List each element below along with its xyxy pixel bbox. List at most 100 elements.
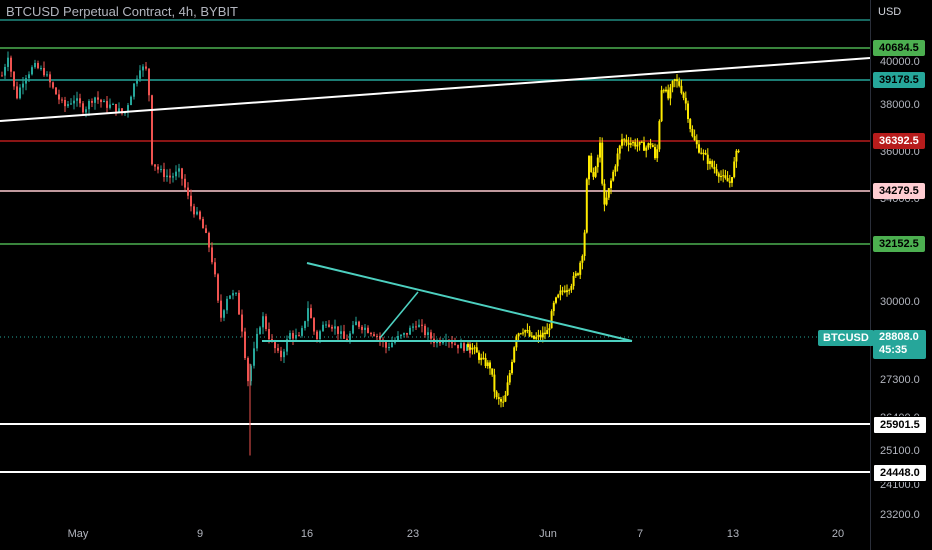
candle xyxy=(265,313,267,332)
candle xyxy=(364,324,366,337)
candle xyxy=(367,325,369,334)
candle xyxy=(22,76,24,95)
candle xyxy=(715,163,718,176)
resistance-trendline[interactable] xyxy=(0,57,871,122)
candle xyxy=(731,177,733,187)
candle xyxy=(181,167,183,186)
candle xyxy=(671,80,674,93)
candle xyxy=(205,224,207,234)
triangle-upper-line[interactable] xyxy=(306,262,633,342)
candle xyxy=(467,342,469,351)
horizontal-levels-layer xyxy=(0,19,870,473)
candle xyxy=(463,341,465,353)
candle xyxy=(133,83,135,100)
candle xyxy=(46,71,48,77)
candle xyxy=(214,258,216,278)
level-tag-2: 36392.5 xyxy=(873,133,925,149)
candle xyxy=(61,97,63,104)
candle xyxy=(603,179,606,212)
candle xyxy=(478,350,480,364)
candle xyxy=(475,342,478,353)
candle xyxy=(337,326,339,340)
candle xyxy=(73,95,75,110)
candle xyxy=(178,163,180,178)
candle xyxy=(358,320,360,330)
candle xyxy=(13,71,15,90)
candle xyxy=(612,169,615,182)
candle xyxy=(229,295,231,300)
candle xyxy=(250,364,252,386)
candle xyxy=(700,147,703,155)
candle xyxy=(539,330,542,342)
candle xyxy=(588,155,590,186)
candle xyxy=(379,332,381,346)
candle xyxy=(445,333,447,346)
candle xyxy=(660,85,663,123)
candle xyxy=(130,95,132,106)
candle xyxy=(328,320,330,328)
candle xyxy=(76,91,78,107)
candle xyxy=(656,144,659,162)
triangle-inner-line[interactable] xyxy=(379,291,419,339)
candle xyxy=(424,323,426,338)
candle xyxy=(40,65,42,71)
candle xyxy=(421,319,423,333)
candle xyxy=(678,77,681,88)
candle xyxy=(100,98,102,108)
candle xyxy=(728,174,731,188)
candle xyxy=(373,331,375,337)
drawings-layer xyxy=(0,57,871,342)
candle xyxy=(406,332,408,338)
candle xyxy=(592,167,595,180)
candle xyxy=(142,64,144,77)
candle xyxy=(10,55,12,78)
candle xyxy=(193,203,195,218)
candle xyxy=(397,331,399,342)
candle xyxy=(533,335,535,340)
candle xyxy=(500,396,502,408)
candle xyxy=(735,149,738,168)
candle xyxy=(599,137,601,163)
candle xyxy=(658,119,661,152)
candle xyxy=(559,284,562,301)
candle xyxy=(682,91,685,101)
candle xyxy=(698,139,700,154)
candle xyxy=(546,323,549,335)
candle xyxy=(572,272,575,290)
currency-label[interactable]: USD xyxy=(878,6,902,18)
candle xyxy=(737,149,740,154)
candle xyxy=(502,395,505,407)
candle xyxy=(647,142,650,150)
time-tick: 7 xyxy=(636,528,644,540)
candle xyxy=(334,319,336,335)
candle xyxy=(415,320,417,331)
candle xyxy=(522,328,524,336)
candle xyxy=(610,178,612,195)
candle xyxy=(247,356,249,387)
candle xyxy=(669,83,672,106)
candle xyxy=(361,325,363,334)
candle xyxy=(136,75,138,87)
candle xyxy=(49,71,51,88)
candle xyxy=(489,360,491,375)
candle xyxy=(568,288,571,295)
candle xyxy=(70,98,72,106)
candle xyxy=(614,164,617,177)
candle xyxy=(274,339,276,354)
candle xyxy=(211,242,213,265)
candle xyxy=(109,98,111,110)
candle xyxy=(493,368,496,399)
candle xyxy=(506,375,509,396)
candle xyxy=(160,165,162,173)
candle xyxy=(457,344,459,354)
candle xyxy=(184,174,186,191)
candle xyxy=(717,171,720,183)
candle xyxy=(88,99,90,116)
candle xyxy=(585,177,588,234)
candle xyxy=(262,312,264,335)
candle xyxy=(208,231,210,253)
bar-countdown: 45:35 xyxy=(879,344,908,356)
candle xyxy=(590,152,593,173)
